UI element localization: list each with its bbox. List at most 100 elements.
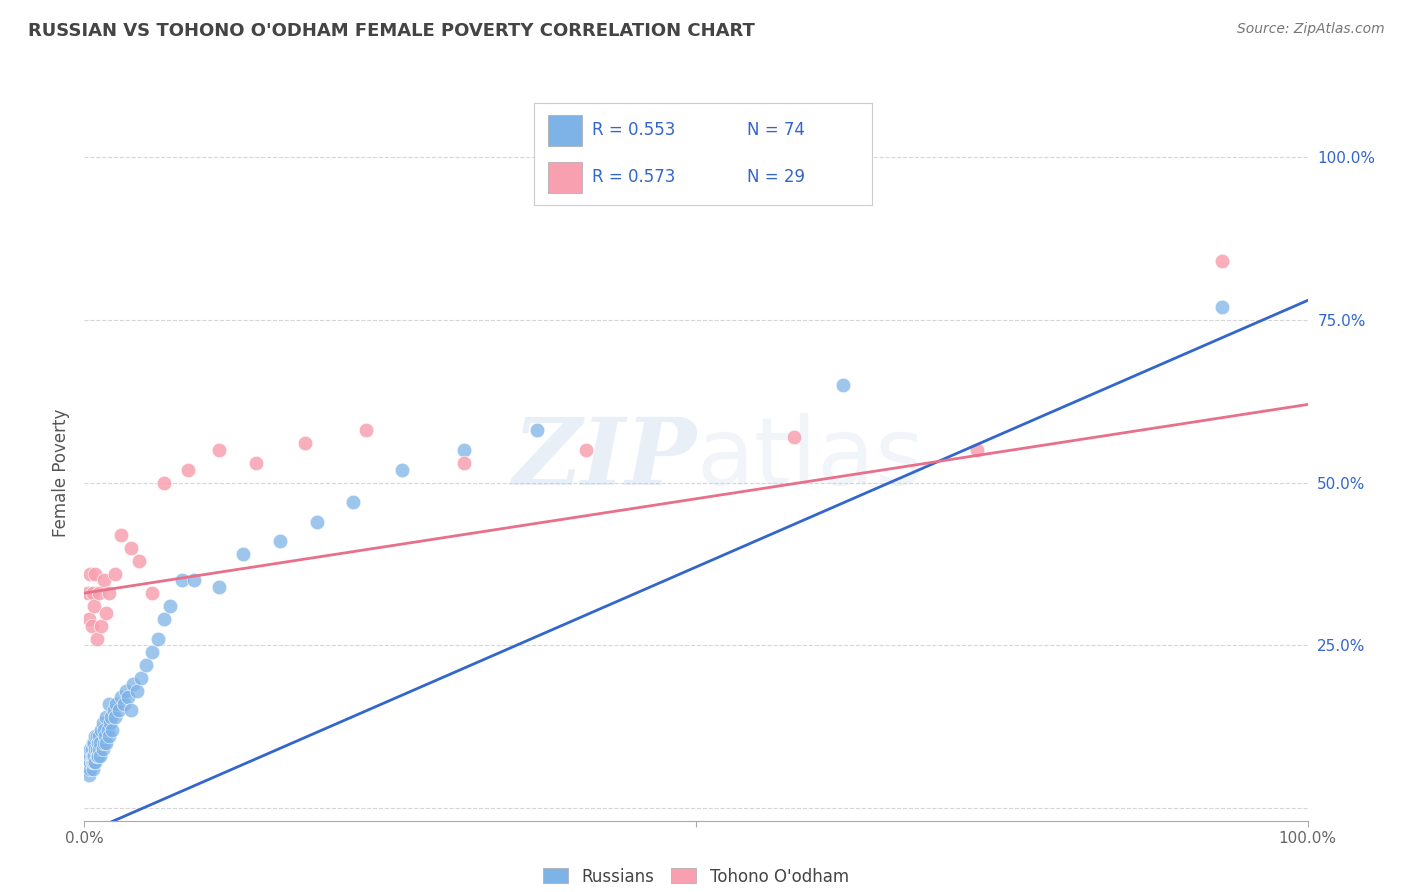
Point — [86, 748, 108, 763]
Point — [153, 612, 176, 626]
Point — [83, 736, 105, 750]
Point — [96, 709, 118, 723]
Point — [831, 378, 853, 392]
Point — [77, 768, 100, 782]
Point — [966, 442, 988, 457]
Point — [129, 671, 152, 685]
Point — [93, 573, 115, 587]
Point — [83, 748, 105, 763]
Point — [100, 709, 122, 723]
Point — [97, 723, 120, 737]
Point — [115, 683, 138, 698]
Point — [122, 677, 145, 691]
Point — [453, 456, 475, 470]
Text: Source: ZipAtlas.com: Source: ZipAtlas.com — [1237, 22, 1385, 37]
Point — [87, 586, 110, 600]
Point — [90, 723, 112, 737]
Point — [84, 755, 107, 769]
Point — [104, 566, 127, 581]
Point — [101, 723, 124, 737]
Legend: Russians, Tohono O'odham: Russians, Tohono O'odham — [537, 861, 855, 892]
Point — [96, 736, 118, 750]
Point — [1211, 300, 1233, 314]
Point — [80, 742, 103, 756]
Point — [125, 683, 148, 698]
Point — [87, 742, 110, 756]
Point — [783, 430, 806, 444]
Point — [526, 424, 548, 438]
Point — [79, 755, 101, 769]
Point — [77, 762, 100, 776]
Point — [112, 697, 135, 711]
Point — [208, 442, 231, 457]
Point — [269, 534, 291, 549]
Point — [93, 736, 115, 750]
Y-axis label: Female Poverty: Female Poverty — [52, 409, 70, 537]
Text: R = 0.553: R = 0.553 — [592, 121, 675, 139]
Point — [97, 697, 120, 711]
Point — [97, 729, 120, 743]
Point — [80, 618, 103, 632]
Point — [79, 748, 101, 763]
Point — [120, 703, 142, 717]
Point — [141, 644, 163, 658]
Point — [79, 742, 101, 756]
Point — [245, 456, 267, 470]
Point — [79, 566, 101, 581]
Point — [159, 599, 181, 613]
Point — [305, 515, 328, 529]
Point — [87, 729, 110, 743]
Point — [110, 527, 132, 541]
Point — [153, 475, 176, 490]
Point — [107, 703, 129, 717]
Point — [575, 442, 598, 457]
Point — [84, 729, 107, 743]
Point — [82, 755, 104, 769]
Point — [110, 690, 132, 704]
Text: atlas: atlas — [696, 413, 924, 505]
Point — [84, 566, 107, 581]
Point — [82, 762, 104, 776]
Point — [91, 742, 114, 756]
Point — [117, 690, 139, 704]
Point — [83, 599, 105, 613]
Point — [79, 762, 101, 776]
Point — [77, 612, 100, 626]
Point — [80, 755, 103, 769]
Point — [77, 755, 100, 769]
Point — [90, 618, 112, 632]
Point — [87, 748, 110, 763]
Point — [83, 755, 105, 769]
Text: R = 0.573: R = 0.573 — [592, 169, 675, 186]
Point — [135, 657, 157, 672]
Point — [208, 580, 231, 594]
Point — [105, 697, 128, 711]
Point — [84, 742, 107, 756]
Point — [120, 541, 142, 555]
Point — [86, 742, 108, 756]
Bar — [548, 162, 582, 193]
Point — [103, 703, 125, 717]
Point — [86, 729, 108, 743]
Point — [104, 709, 127, 723]
Text: RUSSIAN VS TOHONO O'ODHAM FEMALE POVERTY CORRELATION CHART: RUSSIAN VS TOHONO O'ODHAM FEMALE POVERTY… — [28, 22, 755, 40]
Point — [354, 424, 377, 438]
Point — [77, 586, 100, 600]
Point — [96, 606, 118, 620]
Point — [98, 716, 121, 731]
Point — [453, 442, 475, 457]
Text: N = 29: N = 29 — [747, 169, 804, 186]
Point — [82, 586, 104, 600]
Point — [97, 586, 120, 600]
Point — [87, 736, 110, 750]
Point — [93, 723, 115, 737]
Point — [177, 462, 200, 476]
Point — [86, 632, 108, 646]
Text: N = 74: N = 74 — [747, 121, 804, 139]
Point — [89, 748, 111, 763]
Point — [77, 755, 100, 769]
Point — [172, 573, 194, 587]
Bar — [548, 115, 582, 145]
Point — [94, 729, 117, 743]
Point — [82, 736, 104, 750]
